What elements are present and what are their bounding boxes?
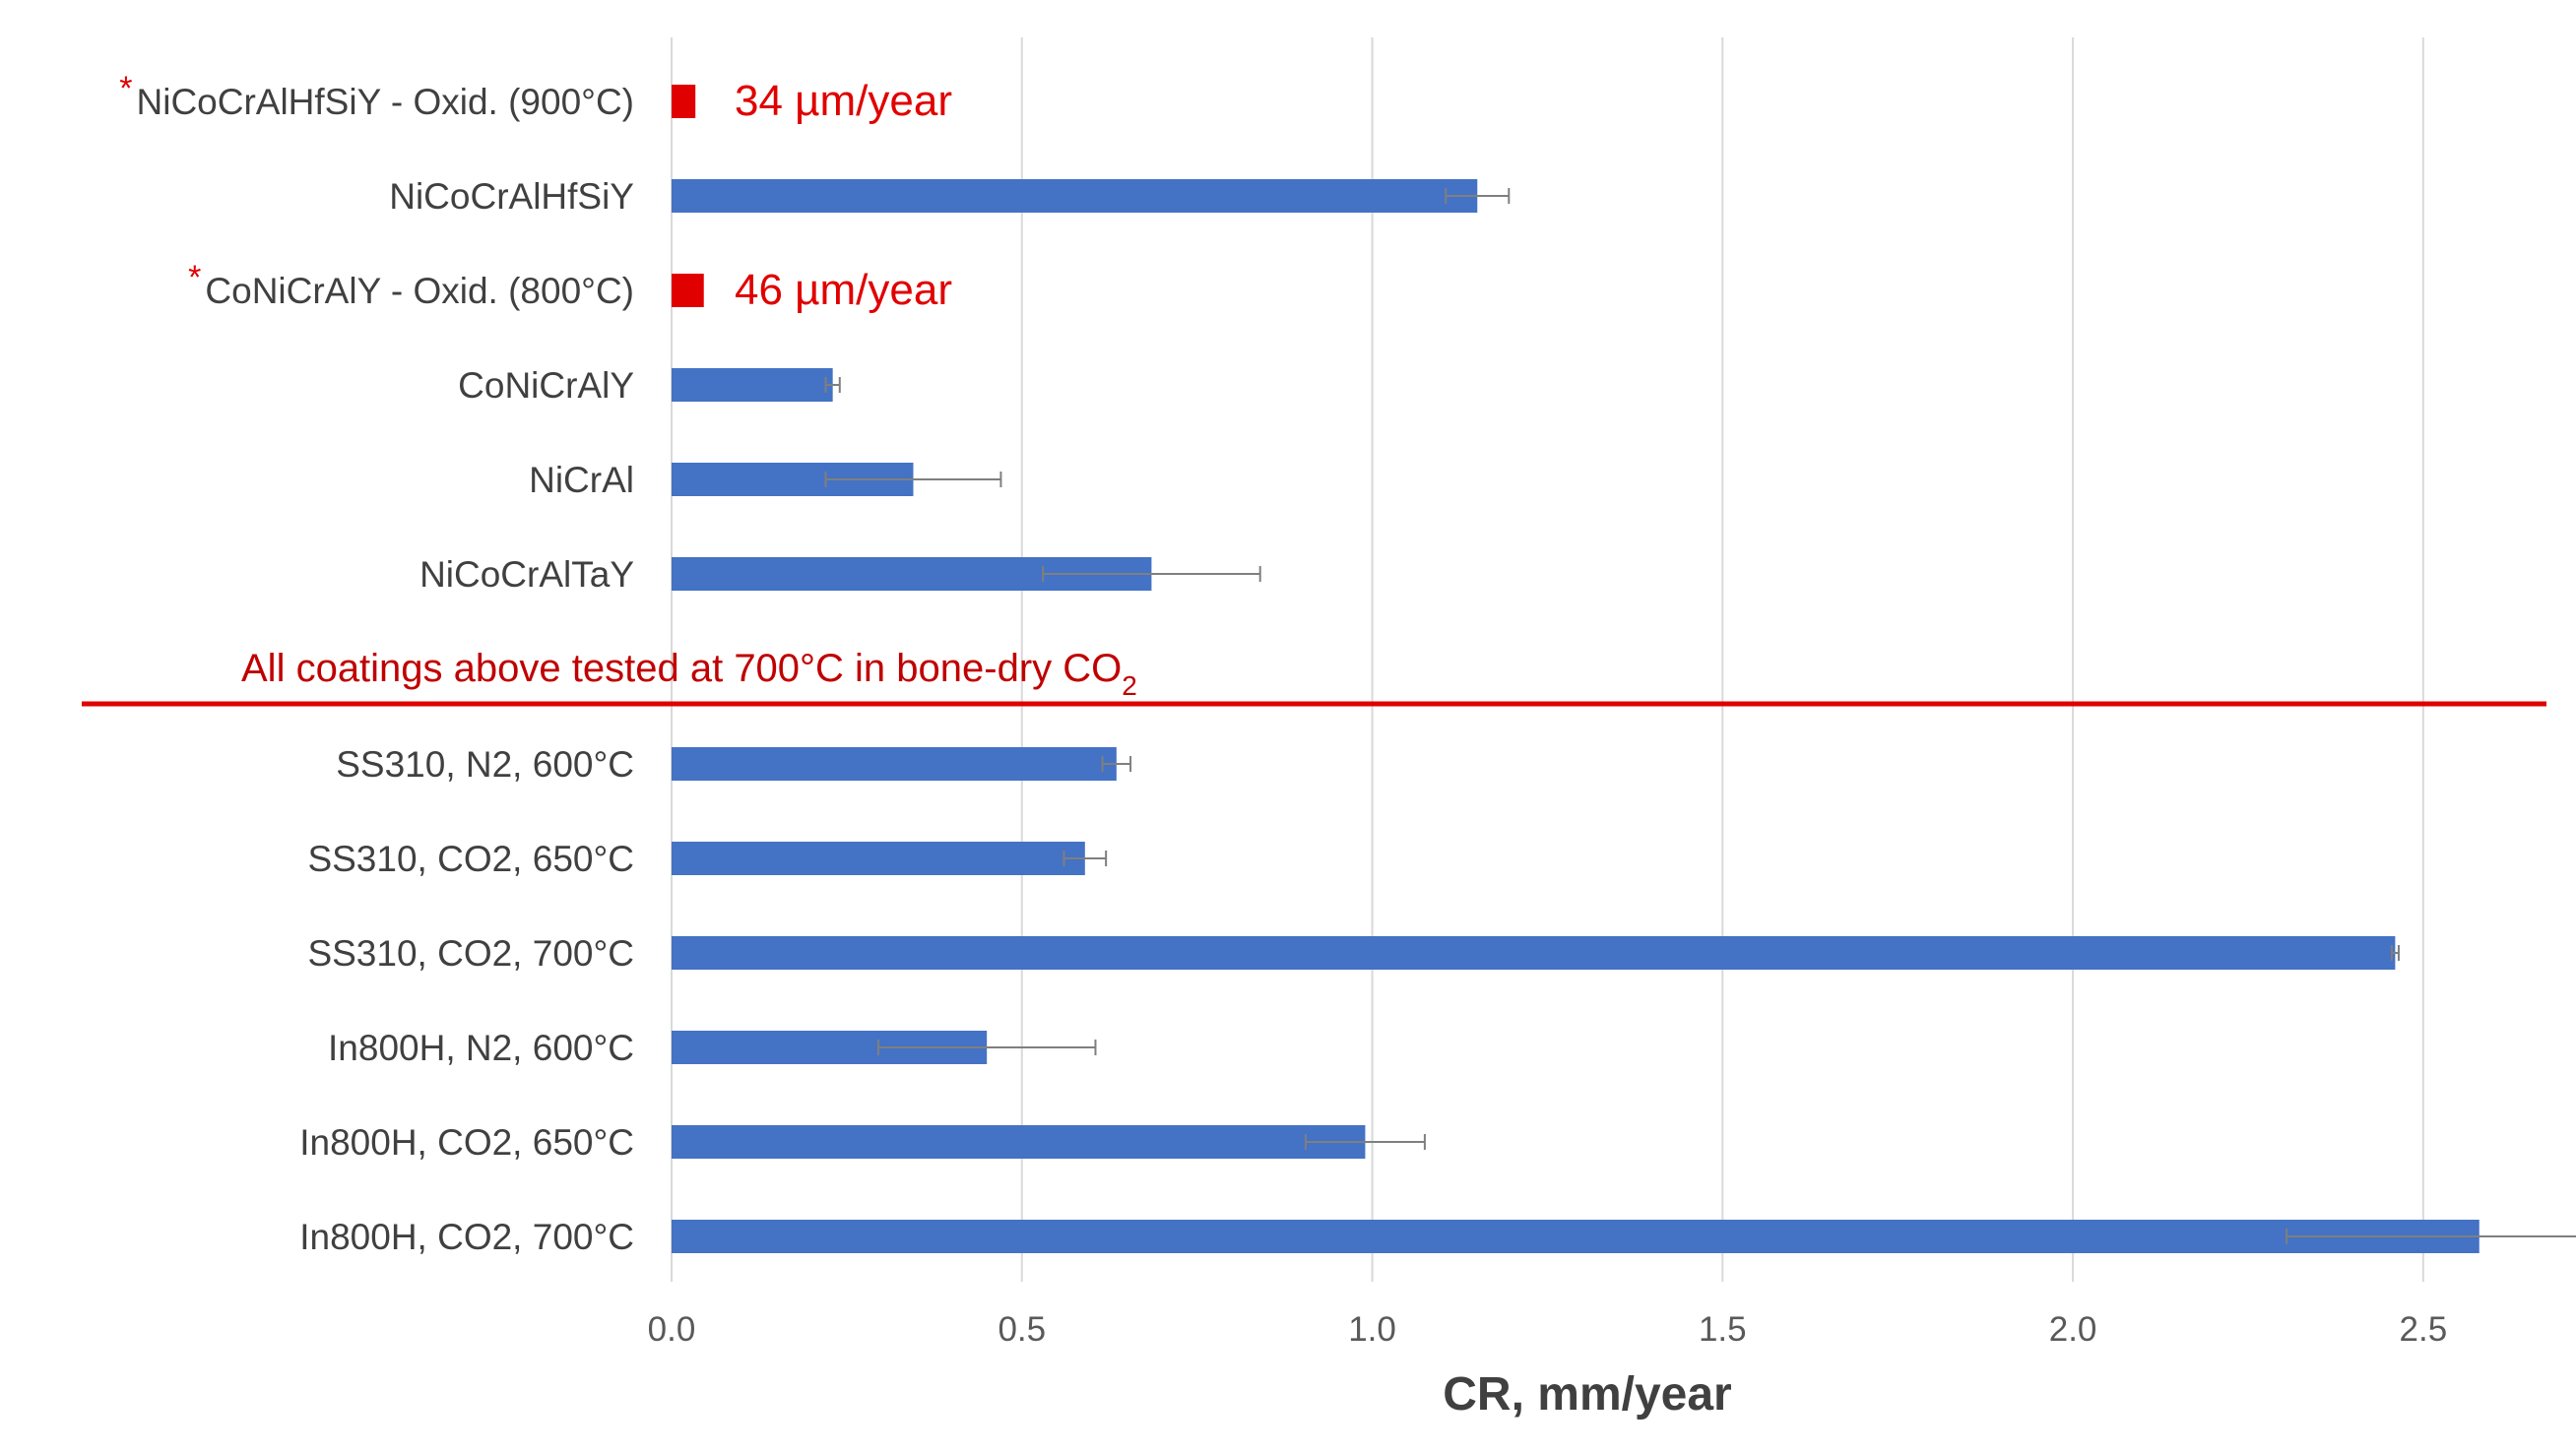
bar xyxy=(672,1220,2479,1253)
category-label: NiCoCrAlHfSiY - Oxid. (900°C) xyxy=(137,82,635,122)
x-axis-title: CR, mm/year xyxy=(1443,1368,1731,1421)
divider-text-subscript: 2 xyxy=(1122,670,1137,701)
category-label: CoNiCrAlY - Oxid. (800°C) xyxy=(205,271,634,311)
bar-annotations: 34 µm/year 46 µm/year xyxy=(735,77,952,314)
category-label: In800H, CO2, 700°C xyxy=(299,1217,634,1257)
category-label: NiCrAl xyxy=(529,460,634,500)
asterisk-marker: * xyxy=(188,259,201,296)
bar xyxy=(672,936,2396,970)
category-label: CoNiCrAlY xyxy=(458,365,634,406)
gridlines xyxy=(1020,37,2424,1282)
category-label: NiCoCrAlHfSiY xyxy=(389,176,634,217)
bar xyxy=(672,368,833,402)
category-labels: NiCoCrAlHfSiY - Oxid. (900°C)*NiCoCrAlHf… xyxy=(119,70,634,1257)
bar-value-annotation: 34 µm/year xyxy=(735,77,952,125)
x-tick-label: 0.0 xyxy=(648,1310,696,1349)
bars xyxy=(672,85,2576,1253)
asterisk-marker: * xyxy=(119,70,132,107)
bar xyxy=(672,842,1085,875)
x-tick-labels: 0.0 0.5 1.0 1.5 2.0 2.5 xyxy=(648,1310,2448,1349)
category-label: SS310, N2, 600°C xyxy=(336,744,634,785)
x-tick-label: 1.5 xyxy=(1699,1310,1747,1349)
bar xyxy=(672,85,696,118)
x-tick-label: 0.5 xyxy=(998,1310,1046,1349)
x-tick-label: 2.0 xyxy=(2049,1310,2097,1349)
x-tick-label: 2.5 xyxy=(2400,1310,2448,1349)
bar xyxy=(672,274,704,307)
bar-value-annotation: 46 µm/year xyxy=(735,266,952,314)
bar xyxy=(672,747,1117,781)
category-label: In800H, CO2, 650°C xyxy=(299,1122,634,1163)
bar xyxy=(672,1125,1366,1159)
category-label: In800H, N2, 600°C xyxy=(328,1028,634,1068)
category-label: SS310, CO2, 700°C xyxy=(307,933,634,974)
bar xyxy=(672,179,1478,213)
category-label: SS310, CO2, 650°C xyxy=(307,839,634,879)
divider-text: All coatings above tested at 700°C in bo… xyxy=(241,647,1137,701)
divider-text-main: All coatings above tested at 700°C in bo… xyxy=(241,647,1122,690)
category-label: NiCoCrAlTaY xyxy=(419,554,634,595)
x-tick-label: 1.0 xyxy=(1348,1310,1396,1349)
